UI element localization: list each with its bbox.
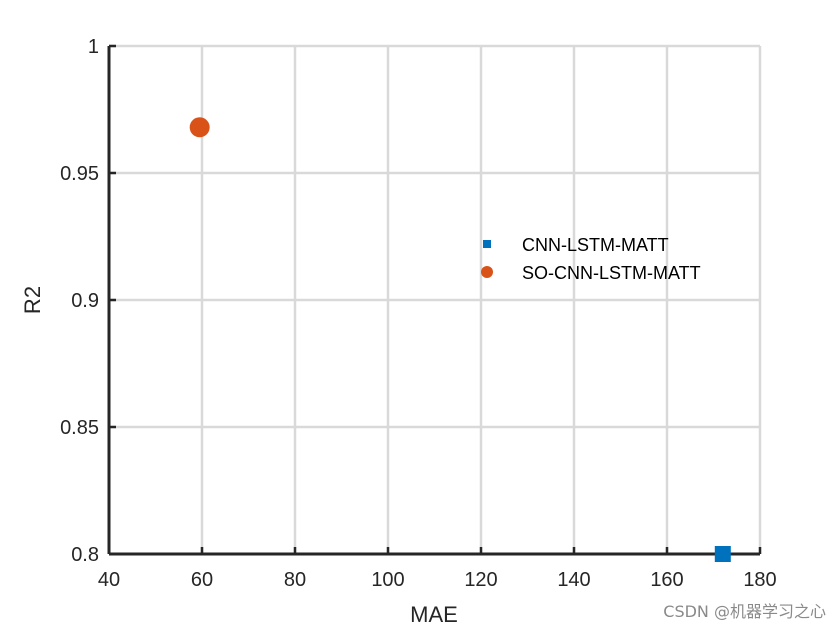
legend: CNN-LSTM-MATT SO-CNN-LSTM-MATT (481, 235, 701, 283)
legend-label: CNN-LSTM-MATT (522, 235, 669, 255)
x-tick-label: 100 (371, 569, 404, 591)
x-axis-title: MAE (410, 602, 458, 627)
y-tick-label: 0.95 (60, 163, 99, 185)
y-tick-label: 0.85 (60, 417, 99, 439)
data-points (189, 117, 731, 562)
y-tick-label: 0.9 (71, 290, 99, 312)
x-tick-label: 140 (557, 569, 590, 591)
x-tick-label: 160 (650, 569, 683, 591)
x-axis-ticks: 40 60 80 100 120 140 160 180 (98, 547, 777, 591)
x-tick-label: 80 (284, 569, 306, 591)
legend-label: SO-CNN-LSTM-MATT (522, 263, 701, 283)
data-point-circle (189, 117, 210, 138)
legend-marker-square (483, 240, 491, 248)
x-tick-label: 180 (743, 569, 776, 591)
x-tick-label: 120 (464, 569, 497, 591)
data-point-square (714, 546, 731, 562)
y-tick-label: 1 (88, 36, 99, 58)
grid (107, 44, 762, 556)
y-tick-label: 0.8 (71, 544, 99, 566)
legend-marker-circle (481, 266, 493, 278)
y-axis-ticks: 0.8 0.85 0.9 0.95 1 (60, 36, 116, 566)
watermark-text: CSDN @机器学习之心 (663, 602, 826, 621)
y-axis-title: R2 (20, 286, 45, 314)
x-tick-label: 60 (191, 569, 213, 591)
x-tick-label: 40 (98, 569, 120, 591)
